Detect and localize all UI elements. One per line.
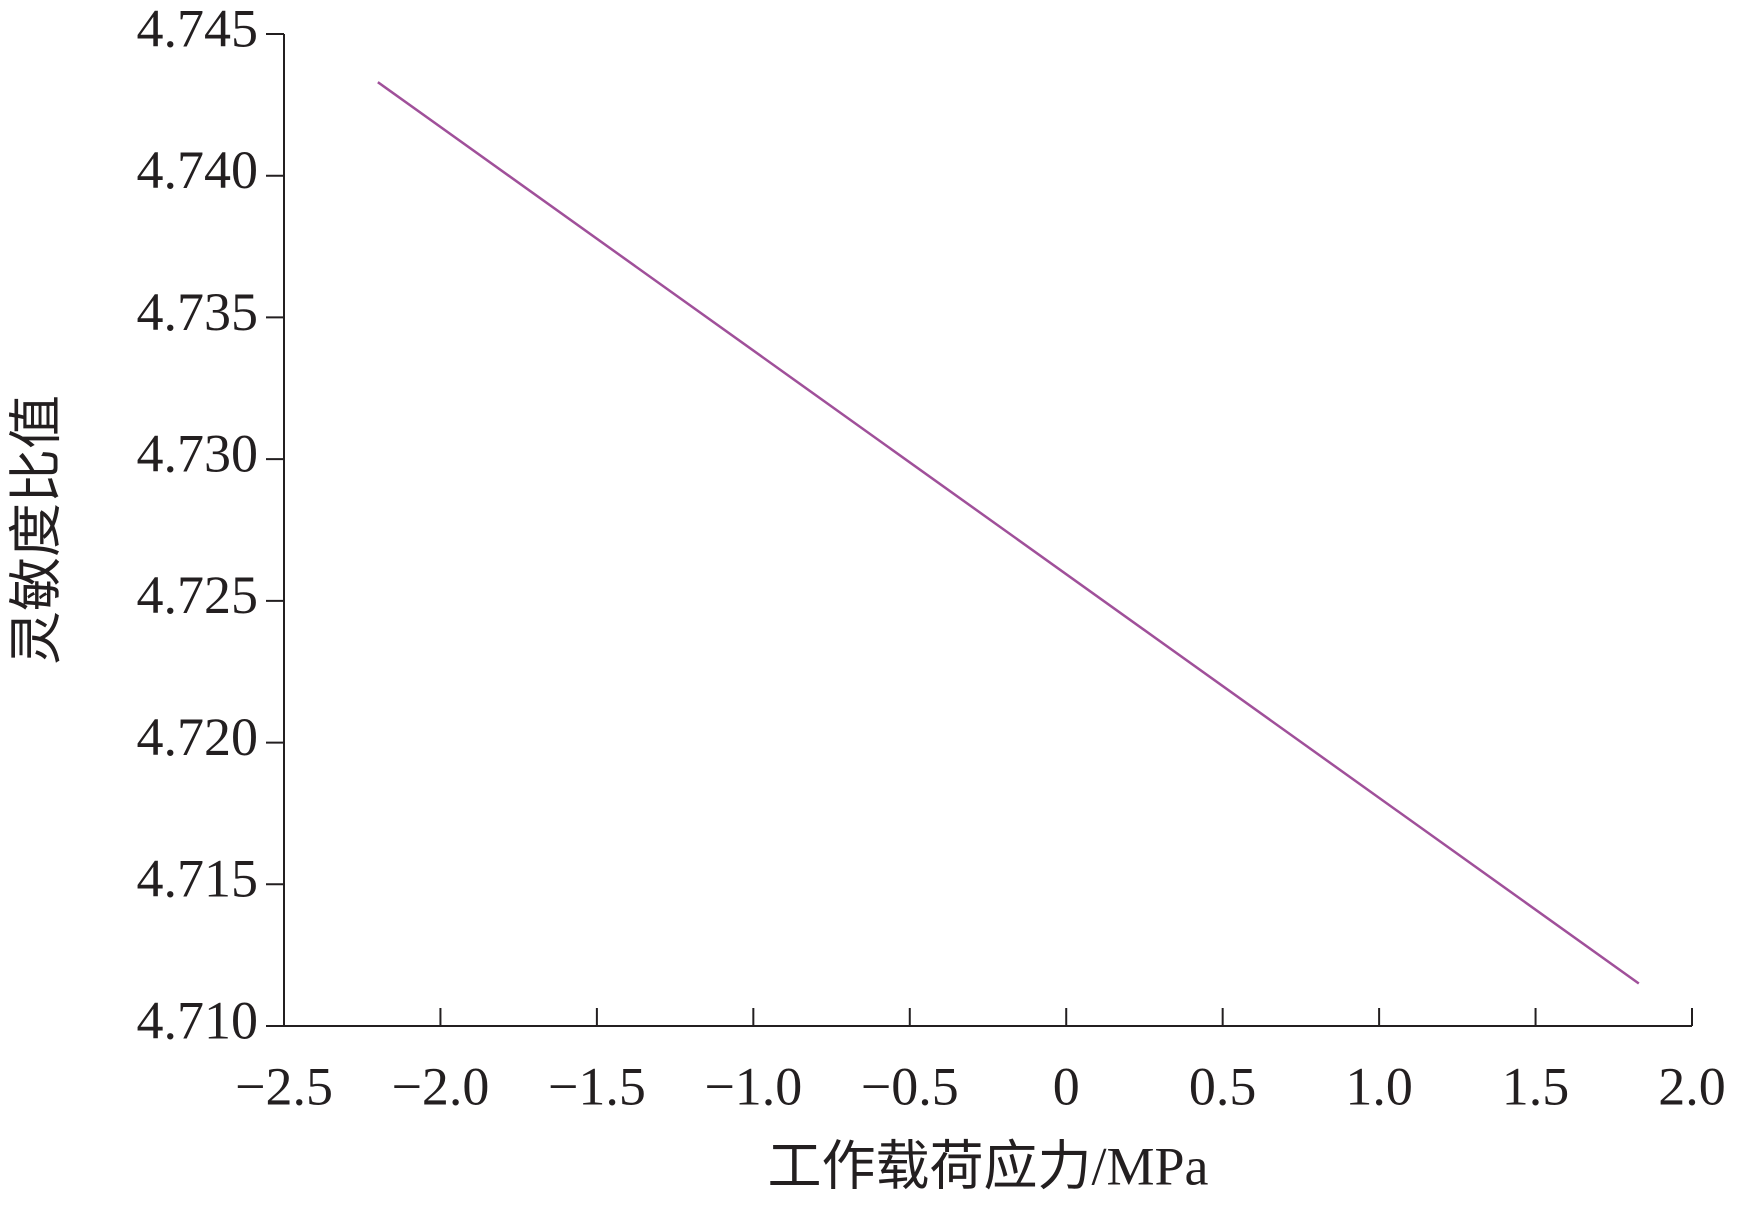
- y-axis-label: 灵敏度比值: [6, 395, 66, 665]
- y-tick-label: 4.715: [137, 849, 259, 909]
- x-tick-label: −2.5: [235, 1056, 333, 1116]
- y-tick-label: 4.730: [137, 424, 259, 484]
- x-tick-label: −0.5: [861, 1056, 959, 1116]
- x-tick-label: 1.5: [1502, 1056, 1570, 1116]
- y-tick-label: 4.740: [137, 140, 259, 200]
- x-axis-label: 工作载荷应力/MPa: [767, 1136, 1208, 1196]
- x-tick-label: 0: [1053, 1056, 1080, 1116]
- y-tick-label: 4.710: [137, 990, 259, 1050]
- x-tick-label: 0.5: [1189, 1056, 1257, 1116]
- y-tick-label: 4.725: [137, 565, 259, 625]
- x-tick-label: 1.0: [1345, 1056, 1413, 1116]
- y-tick-label: 4.735: [137, 282, 259, 342]
- x-tick-label: −2.0: [391, 1056, 489, 1116]
- x-tick-label: −1.5: [548, 1056, 646, 1116]
- x-tick-label: −1.0: [704, 1056, 802, 1116]
- y-tick-label: 4.745: [137, 0, 259, 58]
- y-tick-label: 4.720: [137, 707, 259, 767]
- x-tick-label: 2.0: [1658, 1056, 1726, 1116]
- line: [377, 81, 1640, 985]
